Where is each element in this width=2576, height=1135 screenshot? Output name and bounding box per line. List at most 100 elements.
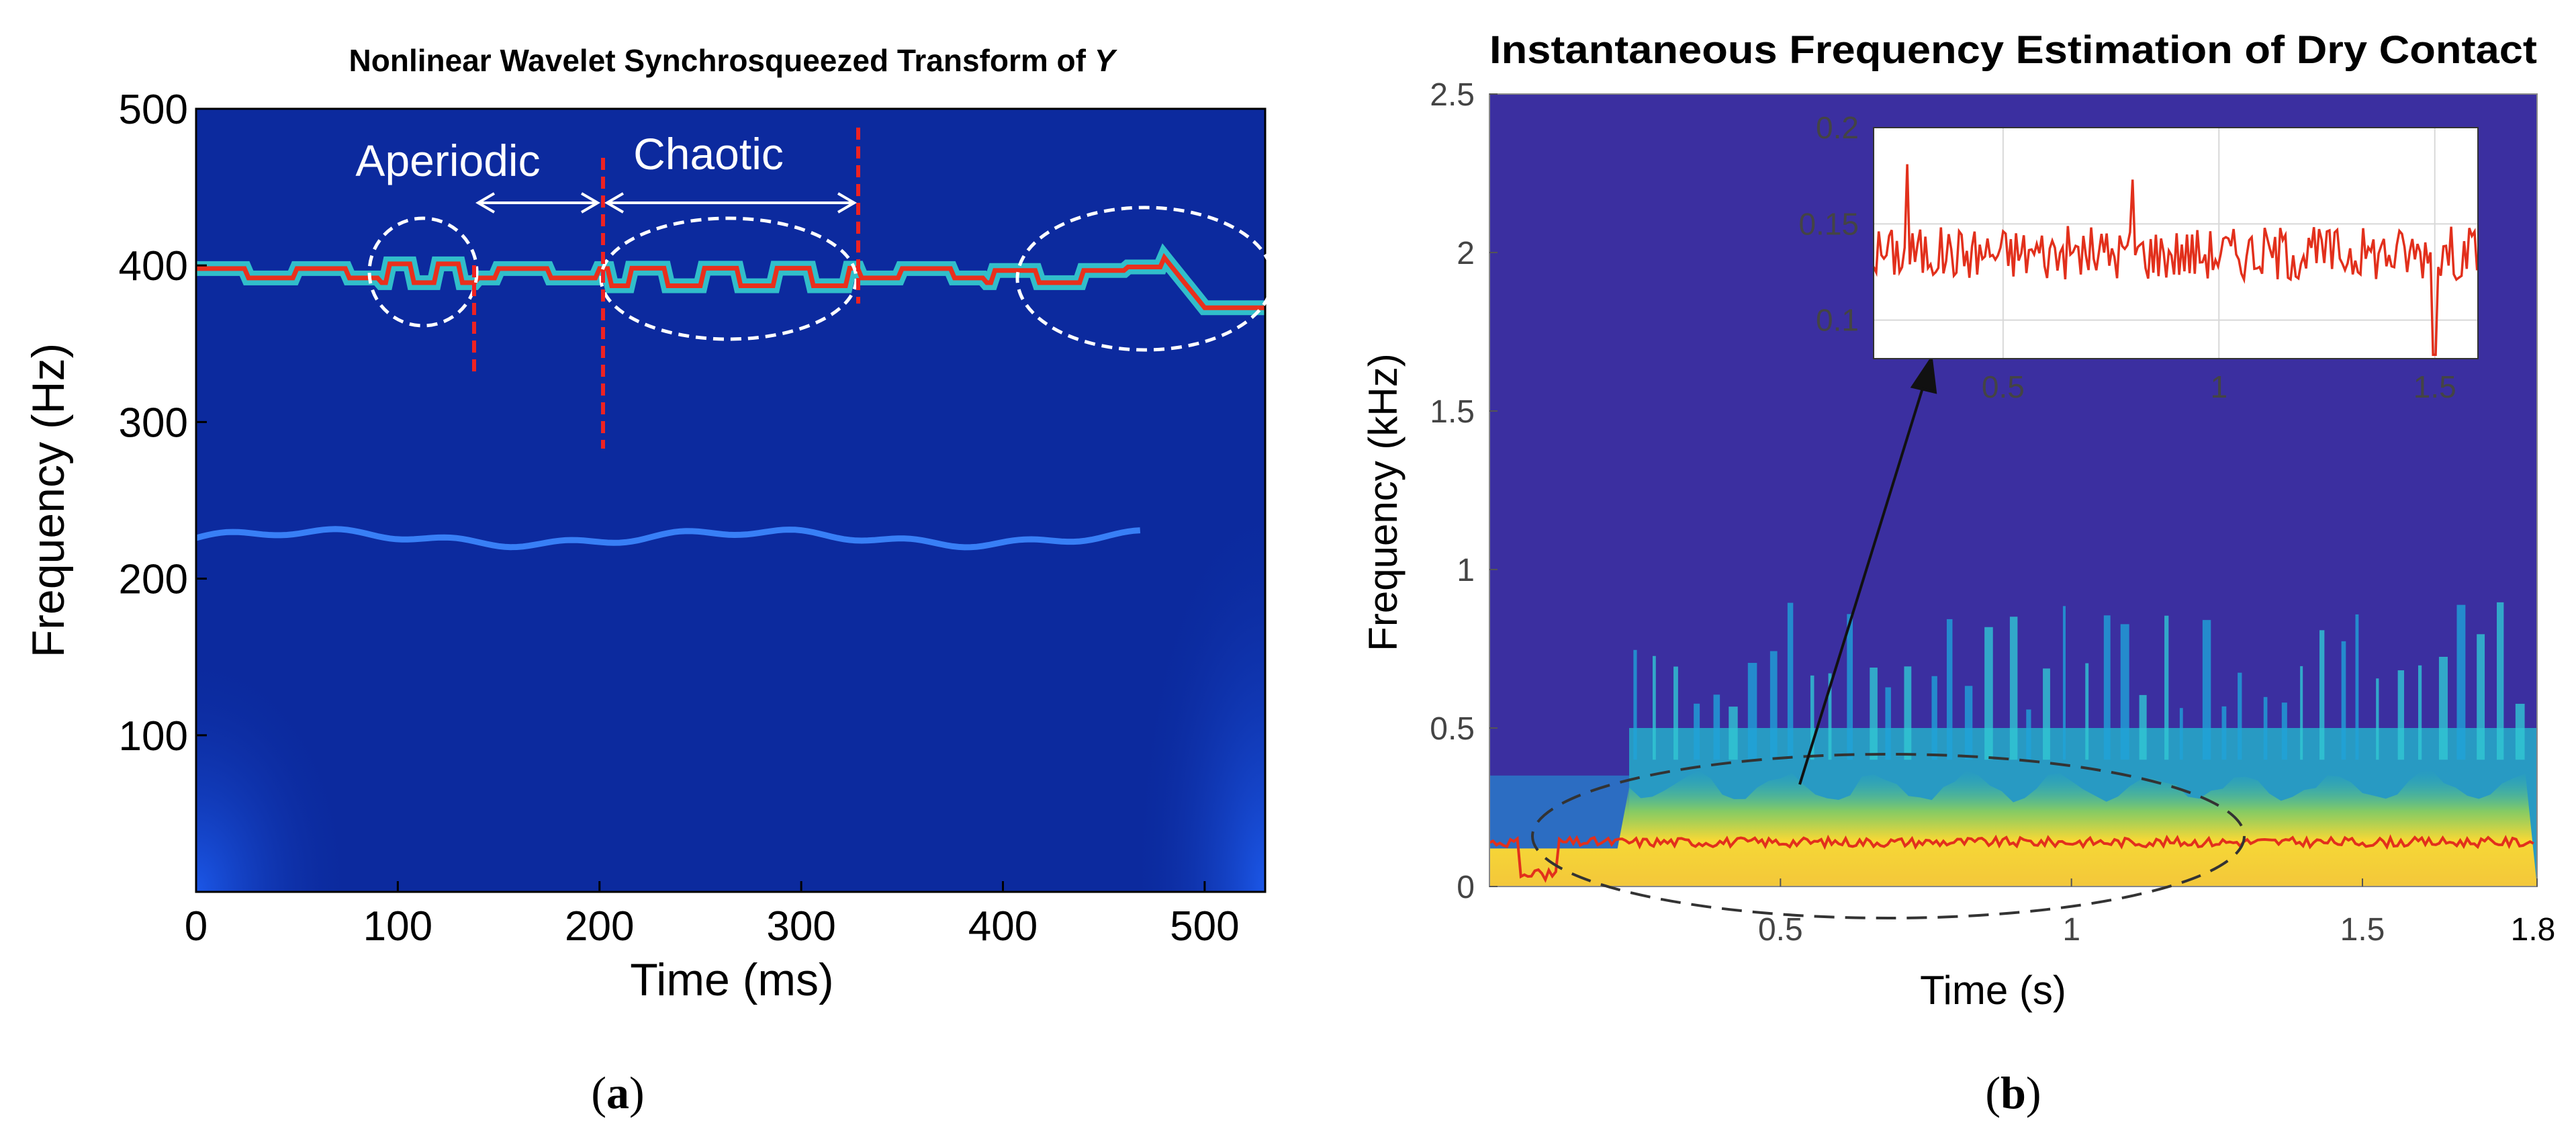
panel-b-xtick-label: 1.5 (2340, 912, 2385, 948)
panel-a-frame (195, 107, 1267, 893)
chaotic-label: Chaotic (633, 129, 784, 179)
panel-b: Instantaneous Frequency Estimation of Dr… (1361, 28, 2555, 1118)
panel-a-glow-left (196, 645, 357, 892)
panel-b-ytick-label: 1 (1457, 553, 1475, 588)
inset-xtick-label: 1 (2210, 369, 2227, 404)
panel-b-spike (1870, 668, 1878, 760)
panel-b-spike (2026, 709, 2031, 760)
panel-b-spike (2376, 678, 2379, 760)
panel-b-spike (1964, 686, 1973, 760)
panel-b-spike (2397, 670, 2405, 760)
inset-xtick-label: 1.5 (2413, 369, 2456, 404)
panel-a-xtick-label: 500 (1170, 903, 1239, 950)
panel-b-axes: 0.5 1 1.5 1.8 0 0.5 1 1.5 2 2.5 (1430, 77, 2555, 948)
panel-b-spike (2355, 614, 2359, 760)
panel-b-spike (1694, 703, 1700, 760)
panel-b-spectrogram-band (1489, 770, 2537, 887)
panel-b-ytick-label: 2 (1457, 236, 1475, 271)
panel-b-spike (1847, 614, 1853, 760)
panel-b-spike (2103, 615, 2111, 760)
panel-b-frame (1489, 93, 2538, 887)
inset-frequency-line (1872, 164, 2479, 357)
panel-b-title: Instantaneous Frequency Estimation of Dr… (1489, 28, 2537, 72)
panel-a-title: Nonlinear Wavelet Synchrosqueezed Transf… (349, 43, 1118, 78)
inset-ytick-label: 0.2 (1816, 110, 1859, 145)
panel-b-spike (1787, 602, 1794, 760)
panel-b-spike (1946, 619, 1953, 760)
panel-a-secondary-ridge (196, 526, 1141, 551)
panel-b-highlight-ellipse (1531, 753, 2246, 919)
panel-a-ylabel: Frequency (Hz) (23, 343, 74, 658)
panel-a-xtick-label: 0 (185, 903, 208, 950)
panel-b-spike (1747, 663, 1757, 760)
inset-xtick-label: 0.5 (1982, 369, 2025, 404)
panel-b-ytick-label: 0 (1457, 870, 1475, 905)
panel-b-spike (2319, 630, 2325, 760)
panel-b-spike (2009, 617, 2018, 760)
panel-a-axes: 0 100 200 300 400 500 100 200 300 400 500 (119, 87, 1240, 950)
panel-b-xtick-label: 0.5 (1758, 912, 1803, 948)
inset-ytick-label: 0.1 (1816, 303, 1859, 338)
panel-a-xtick-label: 100 (363, 903, 432, 950)
panel-b-spike (2418, 665, 2422, 760)
aperiodic-ellipse (367, 216, 479, 328)
panel-b-spike (1984, 627, 1993, 760)
panel-b-spike (2179, 708, 2183, 760)
panel-b-ytick-label: 1.5 (1430, 394, 1475, 430)
panel-b-spike (1885, 687, 1891, 760)
panel-b-ytick-label: 2.5 (1430, 77, 1475, 113)
chaotic-arrow (604, 192, 857, 214)
panel-a-xlabel: Time (ms) (630, 954, 833, 1005)
panel-b-spike (1904, 666, 1912, 760)
inset-frame (1873, 127, 2479, 359)
panel-b-spike (1769, 651, 1778, 760)
panel-a-xtick-label: 200 (565, 903, 634, 950)
panel-b-xtick-label: 1.8 (2511, 912, 2556, 948)
panel-a-ytick-label: 300 (119, 400, 188, 446)
panel-a-main-ridge (196, 253, 1265, 310)
inset-axes: 0.5 1 1.5 0.1 0.15 0.2 (1798, 110, 2456, 404)
panel-b-spike (2164, 615, 2169, 760)
panel-b-spike (2300, 666, 2303, 760)
panel-a-glow-right (1128, 484, 1265, 892)
panel-b-spike (2238, 672, 2242, 760)
panel-b-spike (1652, 655, 1656, 760)
panel-b-spike (1810, 675, 1814, 760)
panel-b-spike (1673, 666, 1678, 760)
panel-a-annotations: Aperiodic Chaotic (355, 128, 1275, 449)
panel-b-zoom-arrow (1798, 355, 1937, 785)
panel-b-spike (2438, 656, 2448, 760)
end-region-ellipse (1015, 206, 1275, 352)
panel-b-ylabel: Frequency (kHz) (1361, 353, 1406, 651)
panel-b-spike (2202, 620, 2211, 760)
aperiodic-arrow (475, 192, 600, 214)
panel-a-xtick-label: 400 (968, 903, 1038, 950)
panel-b-spike (2341, 641, 2346, 760)
panel-b-label: (b) (1985, 1067, 2041, 1118)
panel-b-spike (2281, 702, 2287, 760)
panel-b-spike (2062, 606, 2066, 760)
panel-b-spike (1633, 649, 1637, 760)
panel-b-inset: 0.5 1 1.5 0.1 0.15 0.2 (1798, 110, 2479, 404)
panel-b-spike (2515, 703, 2525, 760)
panel-a-xtick-label: 300 (766, 903, 835, 950)
inset-ytick-label: 0.15 (1798, 206, 1859, 241)
panel-a-label: (a) (591, 1067, 644, 1118)
panel-b-spike (1931, 676, 1937, 760)
panel-b-xtick-label: 1 (2062, 912, 2080, 948)
panel-b-xlabel: Time (s) (1920, 968, 2066, 1013)
panel-b-spike (2497, 602, 2504, 760)
panel-a-background (196, 109, 1265, 892)
panel-b-frequency-estimate (1489, 834, 2534, 883)
panel-b-spike (2263, 696, 2268, 760)
aperiodic-label: Aperiodic (355, 136, 540, 185)
panel-a-ytick-label: 100 (119, 713, 188, 760)
panel-a-ytick-label: 500 (119, 87, 188, 133)
panel-b-spike (1828, 673, 1832, 760)
panel-b-spike (2456, 604, 2466, 760)
panel-a-ytick-label: 400 (119, 243, 188, 289)
panel-b-spike (2477, 634, 2485, 760)
panel-b-spike (1713, 694, 1720, 760)
panel-a-plot (196, 109, 1265, 892)
